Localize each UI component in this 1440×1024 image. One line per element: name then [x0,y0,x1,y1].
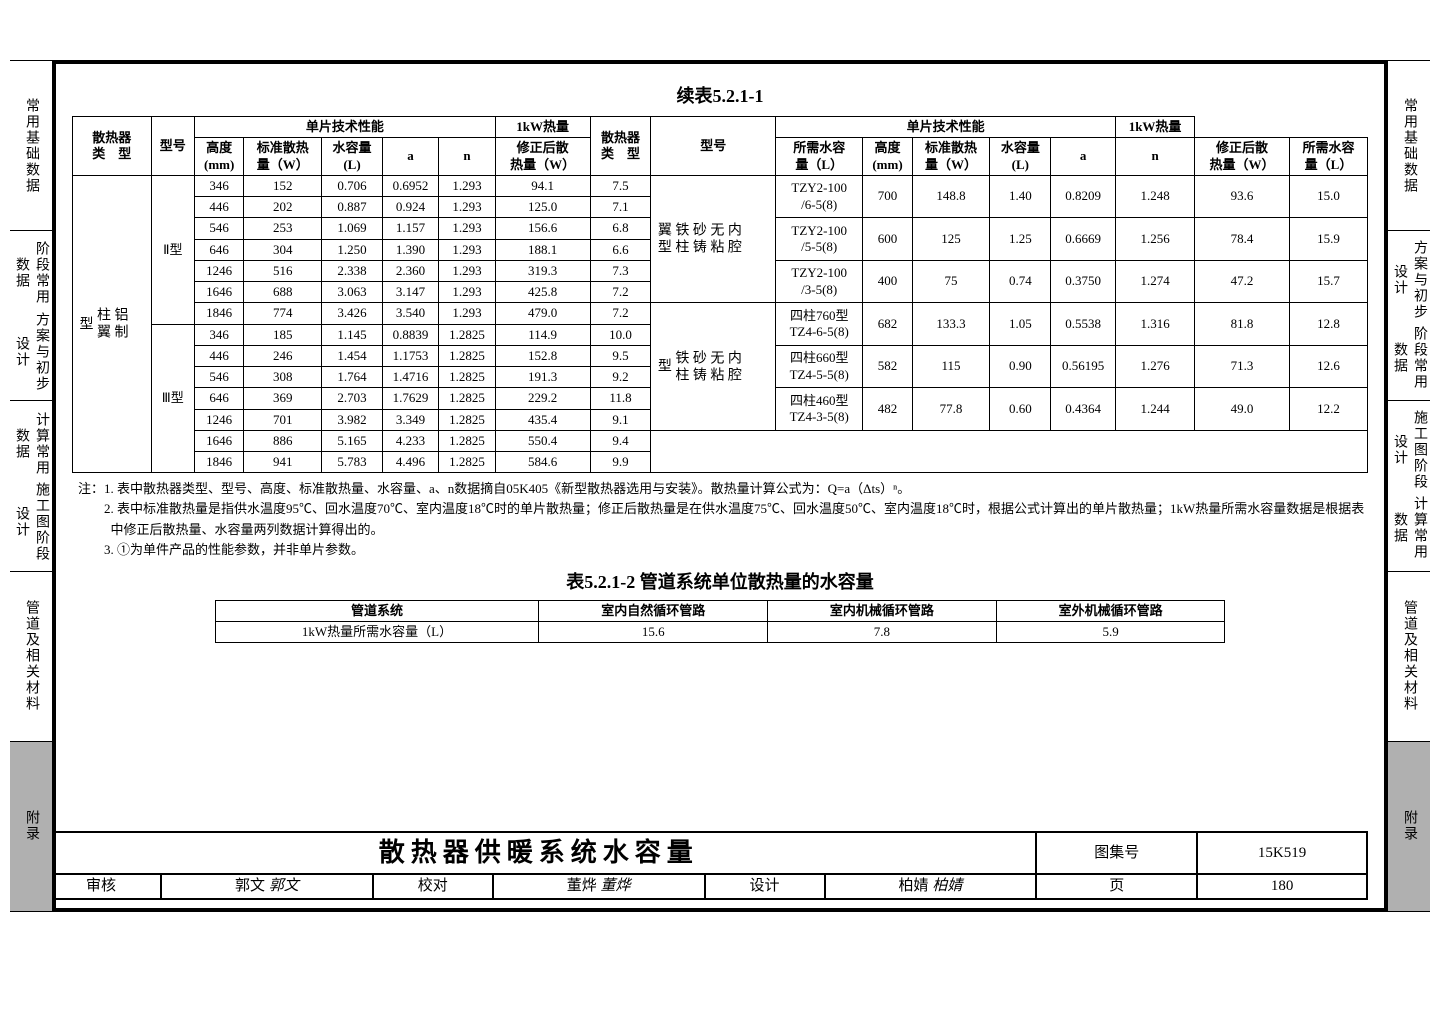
review-name: 郭文 郭文 [161,874,373,899]
note-1: 注：1. 表中散热器类型、型号、高度、标准散热量、水容量、a、n数据摘自05K4… [78,479,1368,499]
page-no: 180 [1197,874,1367,899]
table1: 散热器 类 型 型号 单片技术性能 1kW热量 散热器 类 型 型号 单片技术性… [72,116,1368,473]
hdr-cat-r: 散热器 类 型 [590,117,651,176]
hdr-model-r: 型号 [651,117,776,176]
table2: 管道系统 室内自然循环管路 室内机械循环管路 室外机械循环管路 1kW热量所需水… [215,600,1226,644]
note-3: 3. ①为单件产品的性能参数，并非单片参数。 [78,540,1368,560]
atlas-label: 图集号 [1036,832,1197,875]
note-2: 2. 表中标准散热量是指供水温度95℃、回水温度70℃、室内温度18℃时的单片散… [78,499,1368,539]
tab-left-4: 管道及相关材料 [10,572,52,742]
hdr-model-l: 型号 [151,117,195,176]
right-side-tabs: 常用基础数据 方案与初步设计阶段常用数据 施工图阶段设计计算常用数据 管道及相关… [1388,60,1430,912]
table1-title: 续表5.2.1-1 [72,82,1368,108]
check-name: 董烨 董烨 [493,874,705,899]
tab-left-5: 附录 [10,742,52,912]
table1-right-model: 四柱660型TZ4-5-5(8) [776,345,863,388]
table1-left-model-2: Ⅱ型 [151,175,195,324]
table1-left-category: 铝制柱翼型 [73,175,152,473]
hdr-perf-l: 单片技术性能 [195,117,496,138]
table1-notes: 注：1. 表中散热器类型、型号、高度、标准散热量、水容量、a、n数据摘自05K4… [78,479,1368,560]
tab-right-4: 管道及相关材料 [1388,572,1430,742]
hdr-kw-l: 1kW热量 [495,117,590,138]
atlas-no: 15K519 [1197,832,1367,875]
tab-right-2: 方案与初步设计阶段常用数据 [1388,231,1430,401]
tab-left-1: 常用基础数据 [10,61,52,231]
tab-left-3: 计算常用数据施工图阶段设计 [10,401,52,571]
table-row: 18467743.4263.5401.293479.07.2内腔无粘砂铸铁柱型四… [73,303,1368,324]
table1-right-category-1: 内腔无粘砂铸铁柱翼型 [651,175,776,303]
main-content: 续表5.2.1-1 散热器 类 型 型号 单片技术性能 1kW热量 散热器 类 … [52,60,1388,912]
table1-right-model: TZY2-100/6-5(8) [776,175,863,218]
table1-left-model-3: Ⅲ型 [151,324,195,473]
table1-right-model: TZY2-100/3-5(8) [776,260,863,303]
hdr-kw-r: 1kW热量 [1116,117,1195,138]
tab-right-5: 附录 [1388,742,1430,912]
tab-right-1: 常用基础数据 [1388,61,1430,231]
table2-title: 表5.2.1-2 管道系统单位散热量的水容量 [72,568,1368,594]
page-label: 页 [1036,874,1197,899]
table1-right-model: TZY2-100/5-5(8) [776,218,863,261]
table1-right-blank [651,430,1368,473]
review-label: 审核 [52,874,161,899]
check-label: 校对 [373,874,493,899]
design-label: 设计 [705,874,825,899]
drawing-title: 散热器供暖系统水容量 [52,832,1036,875]
design-name: 柏婧 柏婧 [825,874,1037,899]
table1-right-category-2: 内腔无粘砂铸铁柱型 [651,303,776,431]
table-row: 铝制柱翼型Ⅱ型3461520.7060.69521.29394.17.5内腔无粘… [73,175,1368,196]
hdr-cat-l: 散热器 类 型 [73,117,152,176]
tab-left-2: 阶段常用数据方案与初步设计 [10,231,52,401]
title-block: 散热器供暖系统水容量 图集号 15K519 审核 郭文 郭文 校对 董烨 董烨 … [52,831,1368,900]
left-side-tabs: 常用基础数据 阶段常用数据方案与初步设计 计算常用数据施工图阶段设计 管道及相关… [10,60,52,912]
hdr-perf-r: 单片技术性能 [776,117,1116,138]
table1-right-model: 四柱460型TZ4-3-5(8) [776,388,863,431]
table1-right-model: 四柱760型TZ4-6-5(8) [776,303,863,346]
table-row: 16468865.1654.2331.2825550.49.4 [73,430,1368,451]
tab-right-3: 施工图阶段设计计算常用数据 [1388,401,1430,571]
